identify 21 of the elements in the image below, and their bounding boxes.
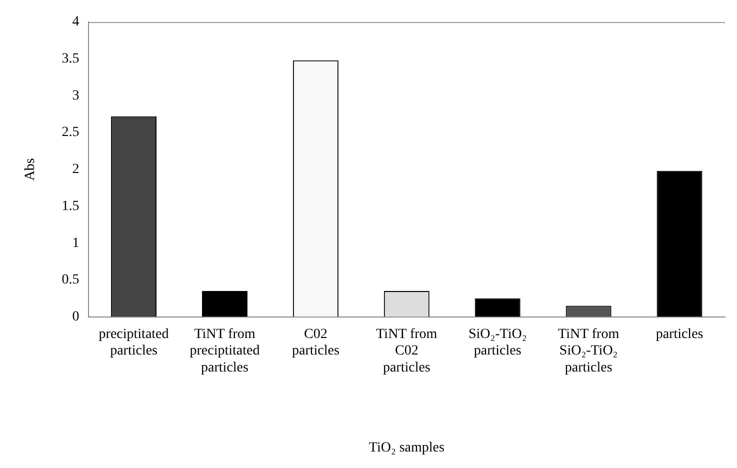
y-tick-label: 2 — [72, 162, 80, 178]
x-tick-label: C02 particles — [292, 326, 340, 359]
bar — [202, 291, 248, 317]
y-tick-label: 3.5 — [62, 52, 80, 67]
x-tick-label: TiNT from C02 particles — [376, 326, 438, 376]
y-tick-label: 4 — [72, 14, 80, 30]
x-tick-label: TiNT from preciptitated particles — [190, 326, 260, 376]
bar — [656, 170, 702, 317]
x-tick-label: SiO₂-TiO₂ particles — [468, 326, 527, 359]
y-tick-label: 3 — [72, 88, 80, 104]
y-tick-label: 1.5 — [62, 198, 80, 214]
y-tick-label: 1 — [72, 236, 80, 251]
y-tick-label: 0 — [72, 309, 80, 324]
y-axis-title: Abs — [23, 158, 38, 181]
x-tick-label: particles — [656, 326, 704, 342]
bar — [474, 298, 520, 317]
y-tick-label: 0.5 — [62, 272, 80, 288]
x-axis-title: TiO₂ samples — [368, 440, 444, 456]
x-tick-label: preciptitated particles — [98, 326, 169, 359]
y-tick-label: 2.5 — [62, 125, 80, 140]
x-tick-label: TiNT from SiO₂-TiO₂ particles — [558, 326, 620, 376]
